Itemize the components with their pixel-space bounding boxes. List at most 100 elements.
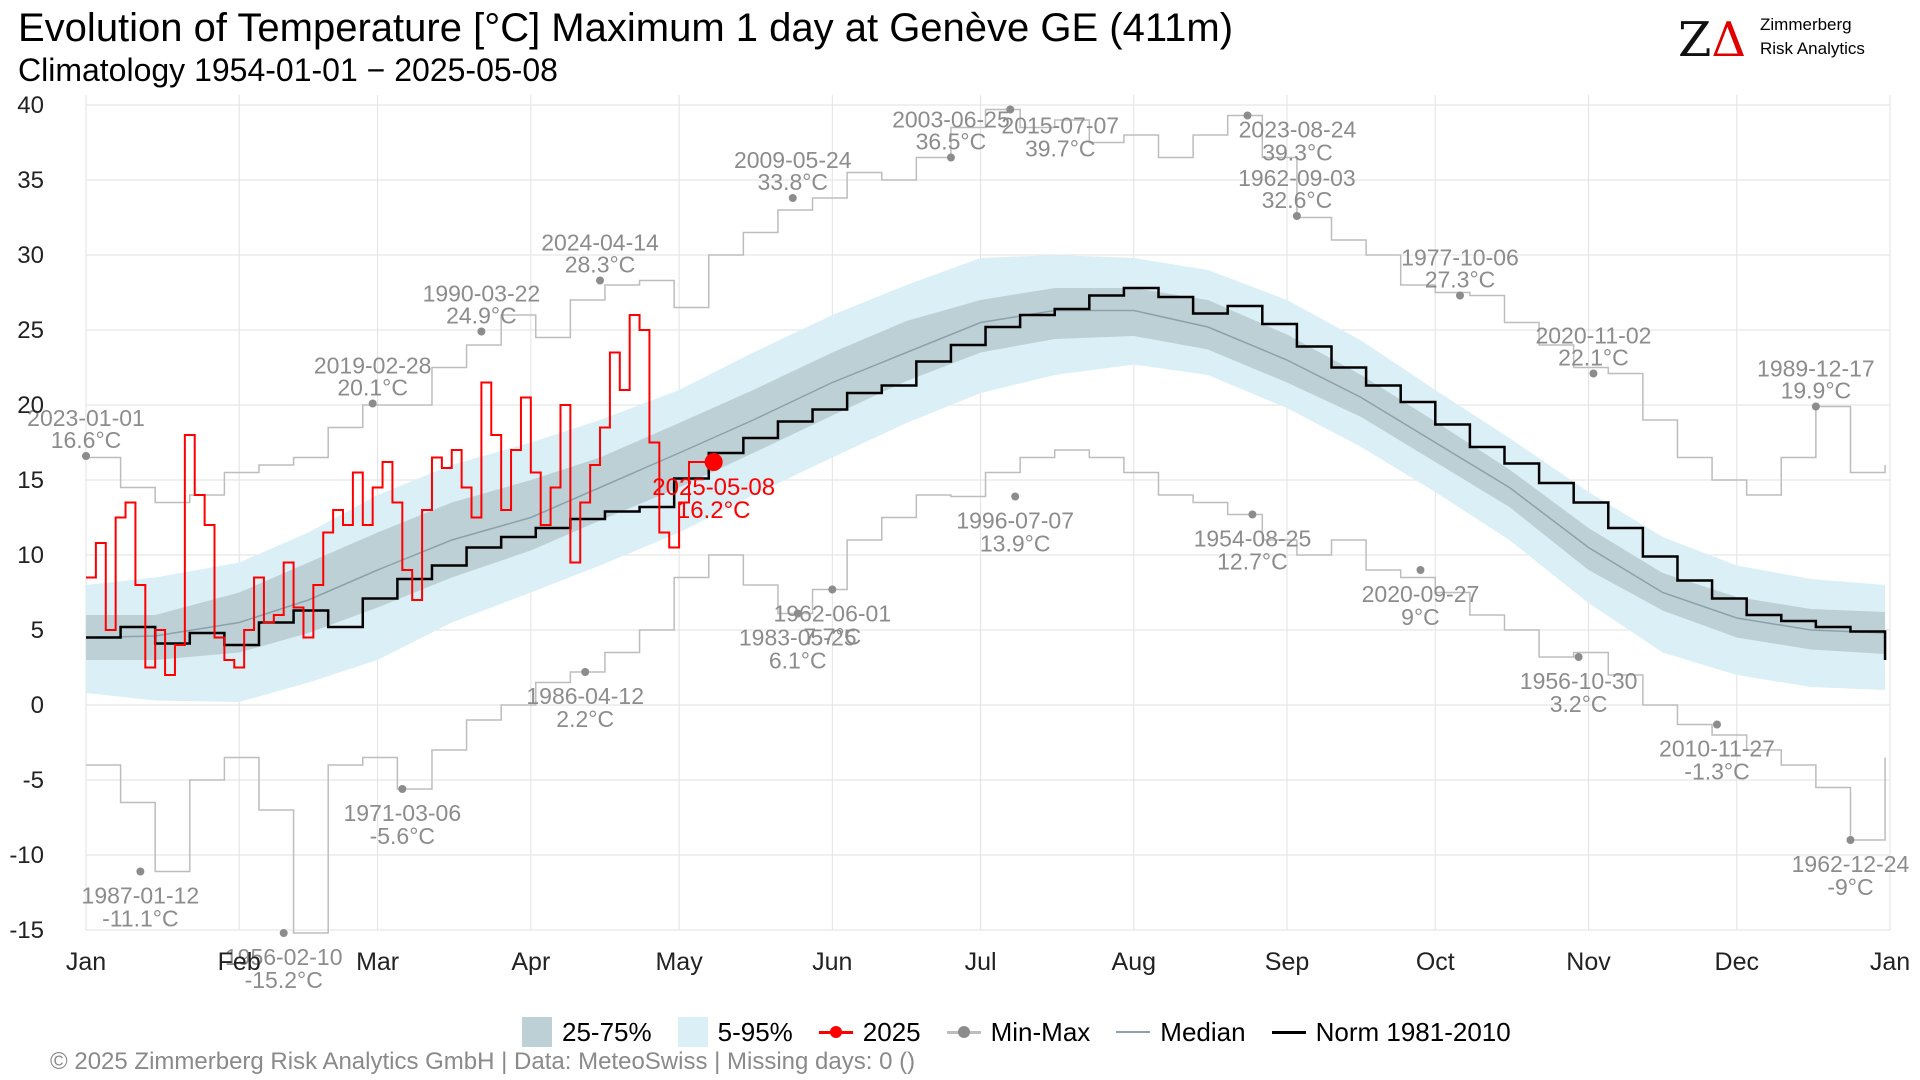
y-tick-label: 30 — [17, 242, 44, 269]
legend-item-p90: 5-95% — [677, 1016, 793, 1048]
record-date-label: 1983-05-25 — [739, 625, 857, 651]
legend-symbol-norm — [1271, 1017, 1306, 1047]
record-point — [1292, 212, 1301, 220]
y-tick-label: -10 — [9, 842, 44, 869]
logo-mark: ZΔ — [1678, 12, 1746, 68]
record-date-label: 2010-11-27 — [1659, 736, 1775, 762]
median-series — [85, 309, 1886, 639]
record-value-label: 6.1°C — [769, 648, 827, 674]
y-tick-label: 35 — [17, 167, 44, 194]
legend-swatch-p90 — [677, 1017, 708, 1047]
record-date-label: 1990-03-22 — [423, 281, 541, 307]
record-point — [398, 785, 407, 793]
legend-label-norm: Norm 1981-2010 — [1315, 1016, 1511, 1047]
record-date-label: 1954-08-25 — [1194, 526, 1312, 552]
record-value-label: 12.7°C — [1217, 549, 1288, 575]
record-date-label: 2023-08-24 — [1239, 117, 1357, 143]
legend-symbol-median — [1116, 1017, 1151, 1047]
footer-credits: © 2025 Zimmerberg Risk Analytics GmbH | … — [50, 1048, 916, 1075]
record-point — [477, 327, 486, 336]
x-tick-label: May — [655, 948, 703, 976]
x-tick-label: Oct — [1416, 948, 1455, 976]
record-value-label: 36.5°C — [916, 129, 987, 155]
norm-line — [86, 286, 1887, 660]
record-date-label: 1962-12-24 — [1792, 851, 1910, 877]
logo-delta: Δ — [1711, 12, 1747, 68]
legend-item-norm: Norm 1981-2010 — [1271, 1016, 1511, 1048]
record-value-label: 22.1°C — [1558, 345, 1629, 371]
record-date-label: 2024-04-14 — [541, 230, 659, 256]
y-tick-label: 0 — [31, 692, 44, 719]
record-date-label: 1956-02-10 — [225, 944, 343, 970]
record-value-label: 20.1°C — [337, 375, 408, 401]
chart-title: Evolution of Temperature [°C] Maximum 1 … — [18, 6, 1234, 50]
record-date-label: 1956-10-30 — [1520, 668, 1638, 694]
record-value-label: 24.9°C — [446, 303, 517, 329]
record-date-label: 1989-12-17 — [1757, 356, 1875, 382]
record-date-label: 2023-01-01 — [27, 405, 145, 431]
record-point — [136, 867, 145, 876]
record-date-label: 1962-09-03 — [1238, 165, 1356, 191]
record-date-label: 1986-04-12 — [526, 683, 644, 709]
record-value-label: -15.2°C — [245, 967, 323, 993]
record-point — [1243, 111, 1252, 120]
y-tick-label: 10 — [17, 542, 44, 569]
legend-symbol-current — [818, 1017, 853, 1047]
min-max-series — [86, 108, 1886, 934]
record-value-label: 13.9°C — [980, 531, 1051, 557]
max-line — [86, 108, 1886, 504]
record-point — [788, 194, 797, 202]
axes: -15 -10 -5 0 5 10 15 20 25 30 35 40 Jan Feb Mar Apr May J… — [9, 92, 1910, 976]
record-value-label: 3.2°C — [1550, 691, 1608, 717]
x-tick-label: Mar — [356, 948, 399, 976]
legend: 25-75% 5-95% 2025 Min-Max Median Norm 19… — [522, 1017, 1537, 1047]
record-point — [1006, 105, 1015, 114]
y-tick-label: 5 — [31, 617, 44, 644]
record-value-label: 28.3°C — [565, 252, 636, 278]
record-point — [1589, 369, 1598, 378]
current-year-line — [86, 314, 714, 676]
record-point — [1011, 492, 1020, 501]
x-tick-label: Sep — [1265, 948, 1309, 976]
legend-item-minmax: Min-Max — [946, 1017, 1090, 1048]
record-date-label: 2019-02-28 — [314, 353, 432, 379]
record-value-label: 2.2°C — [556, 706, 614, 732]
x-tick-label: Jan — [66, 948, 106, 976]
median-line — [85, 309, 1886, 639]
record-point — [1846, 836, 1855, 844]
y-tick-label: 20 — [17, 392, 44, 419]
record-value-label: -9°C — [1827, 874, 1873, 900]
x-tick-label: Aug — [1112, 948, 1156, 976]
current-marker — [704, 453, 723, 471]
legend-label-p90: 5-95% — [717, 1016, 793, 1047]
record-value-label: 19.9°C — [1781, 378, 1852, 404]
record-date-label: 2020-11-02 — [1535, 323, 1651, 349]
chart-subtitle: Climatology 1954-01-01 − 2025-05-08 — [18, 52, 558, 88]
legend-label-iqr: 25-75% — [562, 1016, 652, 1047]
record-value-label: 39.3°C — [1262, 140, 1333, 166]
record-point — [581, 668, 590, 676]
legend-label-median: Median — [1160, 1016, 1246, 1047]
record-value-label: 39.7°C — [1025, 136, 1096, 162]
min-line — [86, 449, 1886, 934]
record-value-label: -11.1°C — [102, 906, 179, 932]
band-5-95 — [86, 255, 1886, 702]
legend-item-median: Median — [1116, 1016, 1246, 1048]
x-tick-label: Apr — [511, 948, 550, 976]
record-point — [368, 399, 377, 408]
x-tick-label: Dec — [1715, 948, 1759, 976]
record-point — [1574, 653, 1583, 661]
record-date-label: 2009-05-24 — [734, 147, 852, 173]
legend-symbol-minmax — [946, 1017, 981, 1047]
record-value-label: 16.6°C — [51, 427, 122, 453]
record-date-label: 1996-07-07 — [956, 508, 1074, 534]
record-value-label: 33.8°C — [757, 169, 828, 195]
current-marker-value: 16.2°C — [677, 497, 751, 524]
x-tick-label: Jan — [1870, 948, 1910, 976]
record-point — [1456, 291, 1465, 300]
y-tick-label: -15 — [9, 917, 44, 944]
record-point — [828, 585, 837, 594]
record-point — [82, 452, 90, 460]
